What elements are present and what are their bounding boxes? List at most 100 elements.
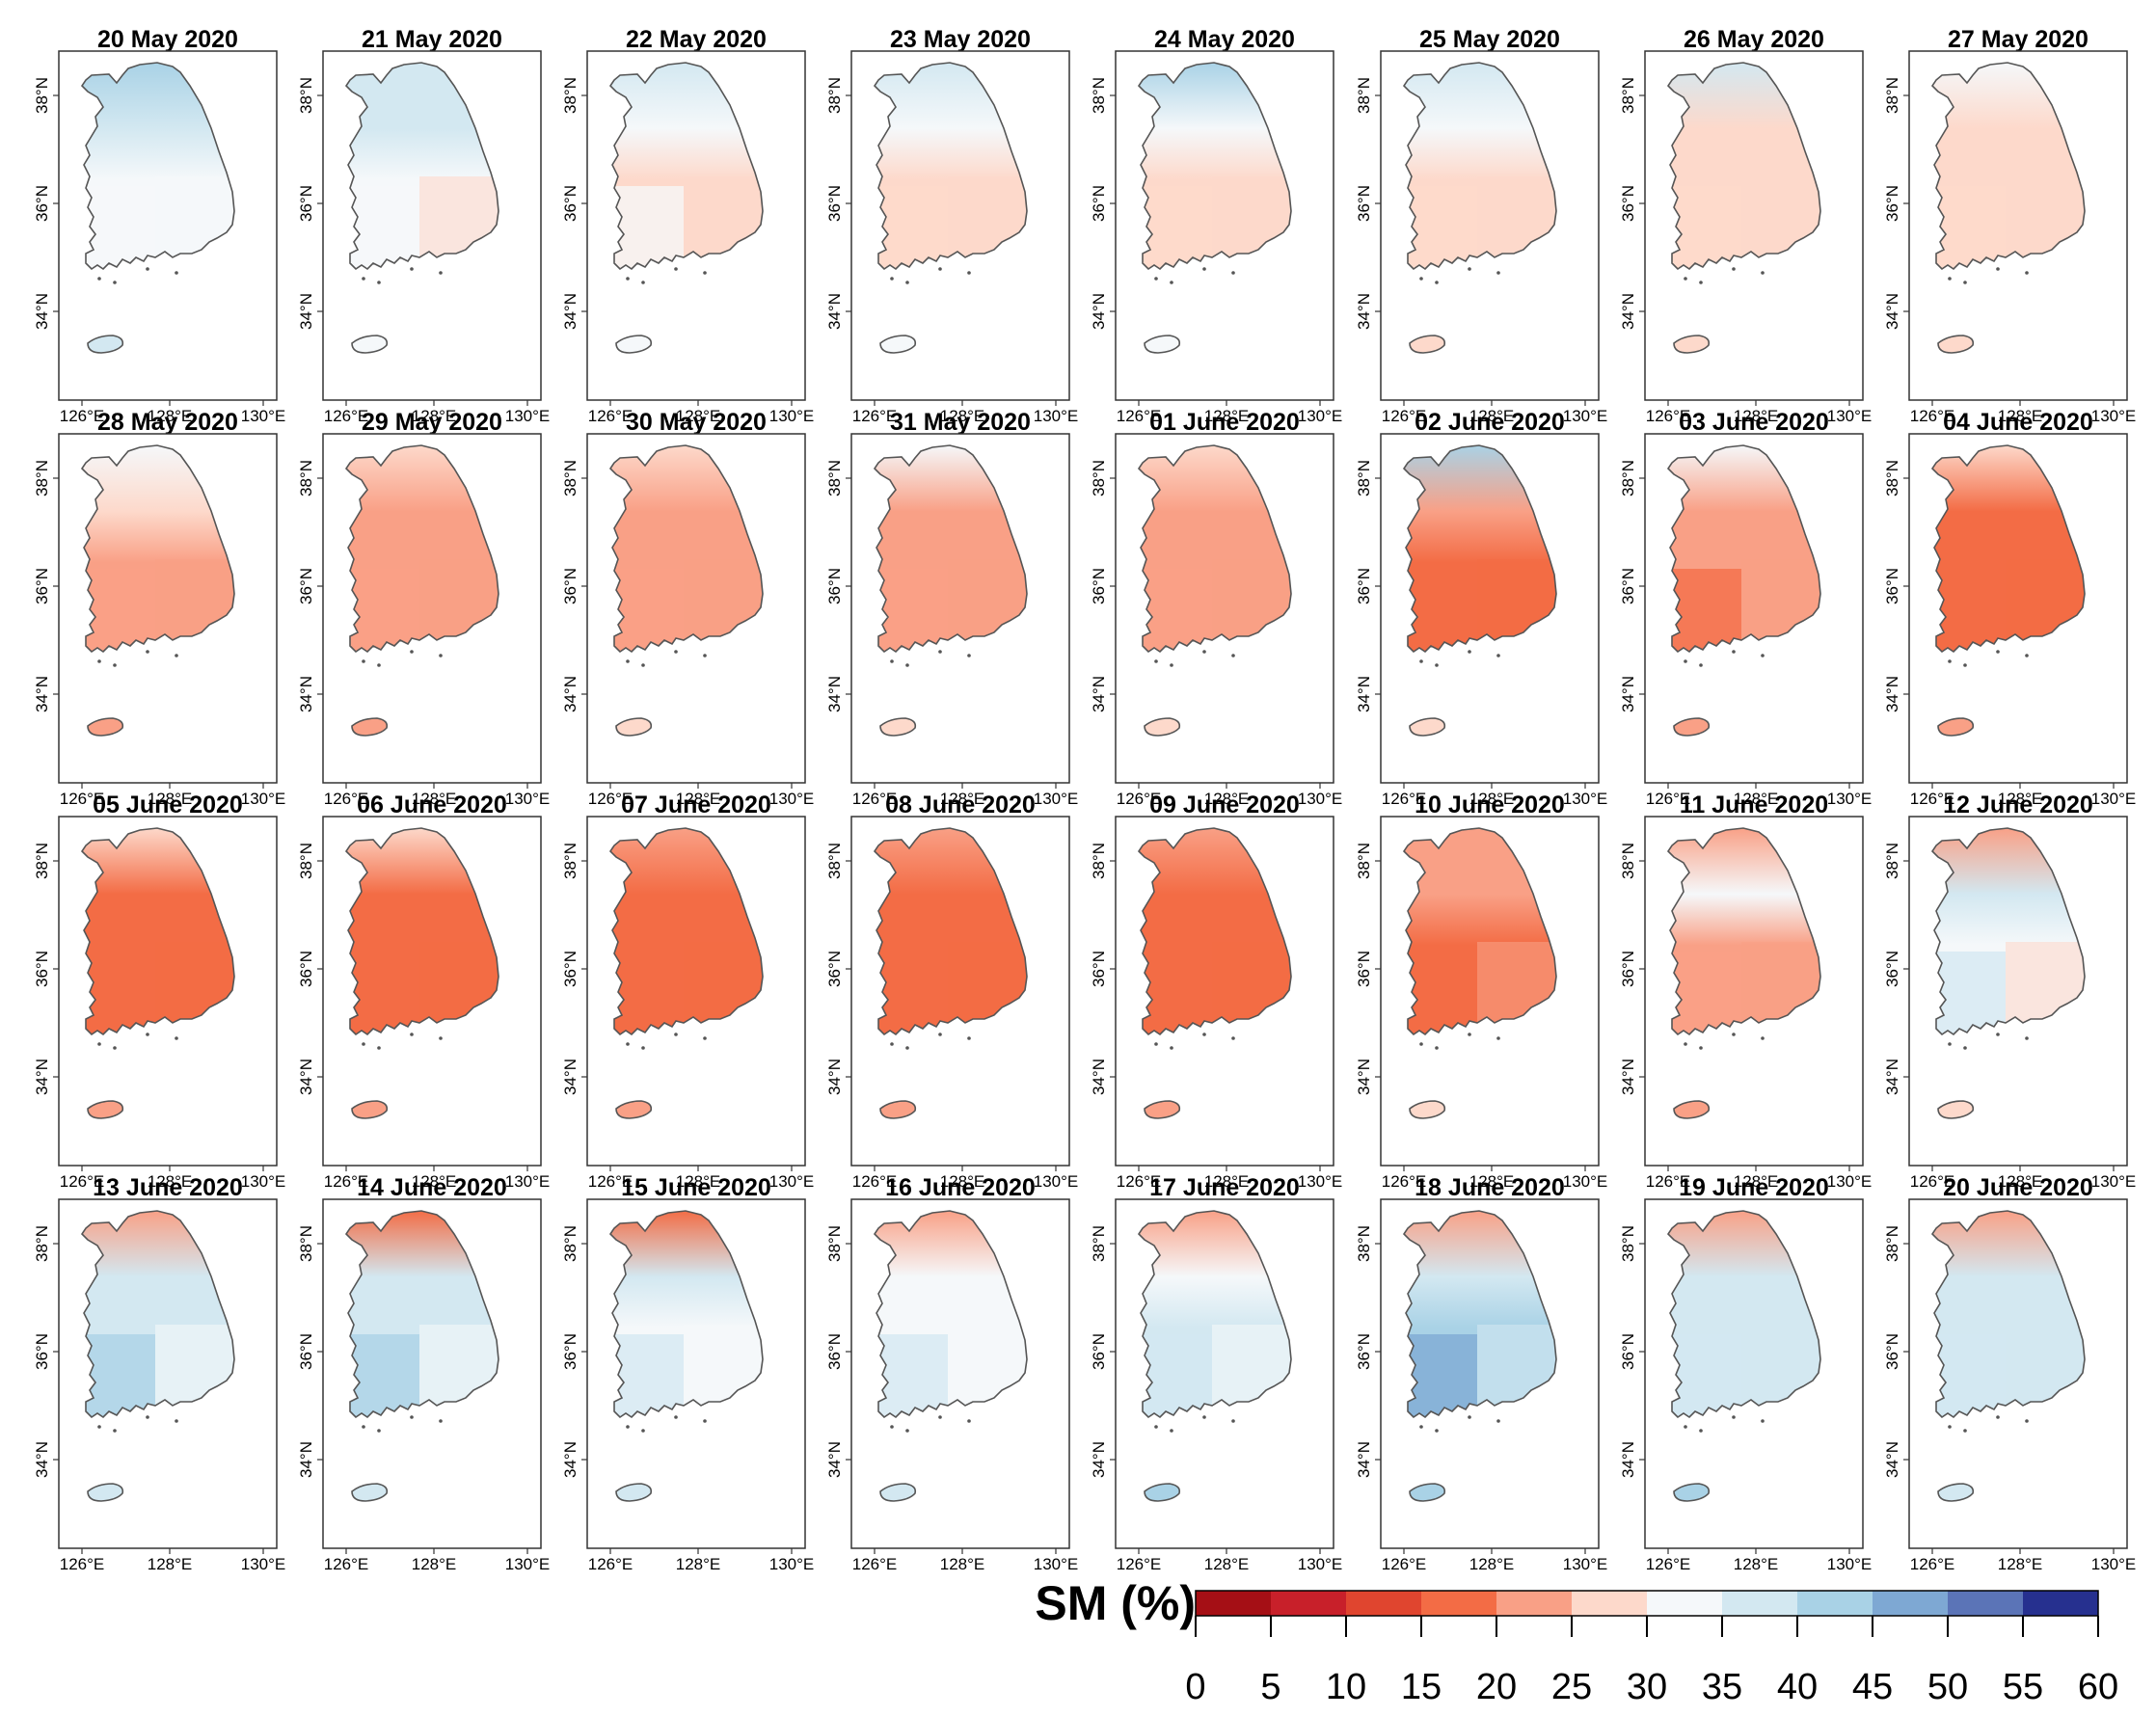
panel-title: 11 June 2020 xyxy=(1680,791,1828,818)
y-tick-label: 36°N xyxy=(825,568,844,604)
y-tick-label: 34°N xyxy=(33,676,51,712)
x-tick-label: 128°E xyxy=(148,790,193,808)
panel-title: 20 May 2020 xyxy=(97,26,238,53)
color-legend: SM (%) 0 5 10 15 20 25 30 35 40 45 50 55 60 xyxy=(1035,1576,2118,1707)
y-tick-label: 34°N xyxy=(825,676,844,712)
island xyxy=(1996,267,2000,271)
y-tick-label: 38°N xyxy=(1619,1225,1637,1262)
island xyxy=(626,1425,630,1429)
y-tick-label: 36°N xyxy=(1355,1333,1373,1370)
y-tick-label: 38°N xyxy=(1090,77,1108,114)
y-tick-label: 36°N xyxy=(297,951,315,987)
jeju-coastline xyxy=(879,1483,917,1502)
y-tick-label: 38°N xyxy=(561,77,579,114)
map-panel: 27 May 2020 126°E 128°E 130°E 38°N 36°N 34°N xyxy=(1883,26,2136,425)
x-tick-label: 128°E xyxy=(148,407,193,425)
island xyxy=(410,1033,414,1036)
x-tick-label: 126°E xyxy=(588,790,633,808)
island xyxy=(1761,271,1765,275)
x-tick-label: 130°E xyxy=(769,1172,815,1191)
x-tick-label: 130°E xyxy=(1563,790,1608,808)
x-tick-label: 128°E xyxy=(1469,407,1515,425)
island xyxy=(905,663,909,667)
y-tick-label: 38°N xyxy=(33,1225,51,1262)
island xyxy=(1761,1036,1765,1040)
x-tick-label: 126°E xyxy=(1910,1555,1955,1573)
x-tick-label: 130°E xyxy=(2091,407,2137,425)
y-tick-label: 36°N xyxy=(297,185,315,222)
coastline xyxy=(80,62,235,271)
jeju-coastline xyxy=(351,717,389,737)
coastline xyxy=(1137,444,1292,654)
legend-swatch xyxy=(1271,1591,1347,1616)
island xyxy=(703,654,707,657)
island xyxy=(1154,1425,1158,1429)
jeju-coastline xyxy=(879,1100,917,1119)
jeju-coastline xyxy=(615,1100,653,1119)
x-tick-label: 130°E xyxy=(1563,1172,1608,1191)
y-tick-label: 38°N xyxy=(33,843,51,879)
island xyxy=(1419,1425,1423,1429)
island xyxy=(377,1429,381,1433)
y-tick-label: 38°N xyxy=(1883,1225,1901,1262)
panel-title: 16 June 2020 xyxy=(885,1174,1036,1201)
island xyxy=(1170,1046,1173,1050)
island xyxy=(175,654,178,657)
jeju-coastline xyxy=(1144,1100,1181,1119)
legend-swatch xyxy=(1196,1591,1272,1616)
jeju-coastline xyxy=(351,1483,389,1502)
y-tick-label: 34°N xyxy=(33,293,51,330)
island xyxy=(1684,1042,1687,1046)
jeju-coastline xyxy=(1673,717,1711,737)
jeju-coastline xyxy=(1937,335,1975,354)
island xyxy=(1154,277,1158,281)
x-tick-label: 130°E xyxy=(1827,790,1873,808)
island xyxy=(626,1042,630,1046)
coastline xyxy=(344,827,499,1036)
island xyxy=(1419,659,1423,663)
island xyxy=(439,1036,443,1040)
y-tick-label: 36°N xyxy=(1355,185,1373,222)
x-tick-label: 126°E xyxy=(1646,790,1691,808)
island xyxy=(703,1036,707,1040)
x-tick-label: 126°E xyxy=(324,407,369,425)
panel-title: 27 May 2020 xyxy=(1948,26,2089,53)
x-tick-label: 128°E xyxy=(676,1172,721,1191)
jeju-coastline xyxy=(87,717,124,737)
y-tick-label: 38°N xyxy=(1090,843,1108,879)
legend-tick-label: 25 xyxy=(1551,1667,1592,1707)
y-tick-label: 34°N xyxy=(1883,1059,1901,1095)
panel-title: 30 May 2020 xyxy=(626,409,767,436)
island xyxy=(1948,1042,1952,1046)
island xyxy=(1732,267,1736,271)
island xyxy=(377,281,381,284)
island xyxy=(1948,277,1952,281)
y-tick-label: 38°N xyxy=(825,843,844,879)
island xyxy=(905,1046,909,1050)
legend-tick-label: 5 xyxy=(1260,1667,1280,1707)
map-panel: 21 May 2020 126°E 128°E 130°E 38°N 36°N 34°N xyxy=(297,26,550,425)
island xyxy=(1948,659,1952,663)
legend-tick-label: 40 xyxy=(1777,1667,1818,1707)
island xyxy=(674,650,678,654)
island xyxy=(439,654,443,657)
island xyxy=(1202,267,1206,271)
island xyxy=(410,1415,414,1419)
island xyxy=(1231,1419,1235,1423)
y-tick-label: 34°N xyxy=(561,293,579,330)
island xyxy=(1202,1415,1206,1419)
x-tick-label: 128°E xyxy=(1204,407,1250,425)
island xyxy=(967,654,971,657)
y-tick-label: 38°N xyxy=(825,460,844,496)
x-tick-label: 126°E xyxy=(324,790,369,808)
island xyxy=(377,1046,381,1050)
x-tick-label: 128°E xyxy=(412,1555,457,1573)
map-panel: 23 May 2020 126°E 128°E 130°E 38°N 36°N 34°N xyxy=(825,26,1078,425)
x-tick-label: 130°E xyxy=(2091,1172,2137,1191)
x-tick-label: 128°E xyxy=(940,1555,985,1573)
island xyxy=(113,663,117,667)
y-tick-label: 38°N xyxy=(825,77,844,114)
